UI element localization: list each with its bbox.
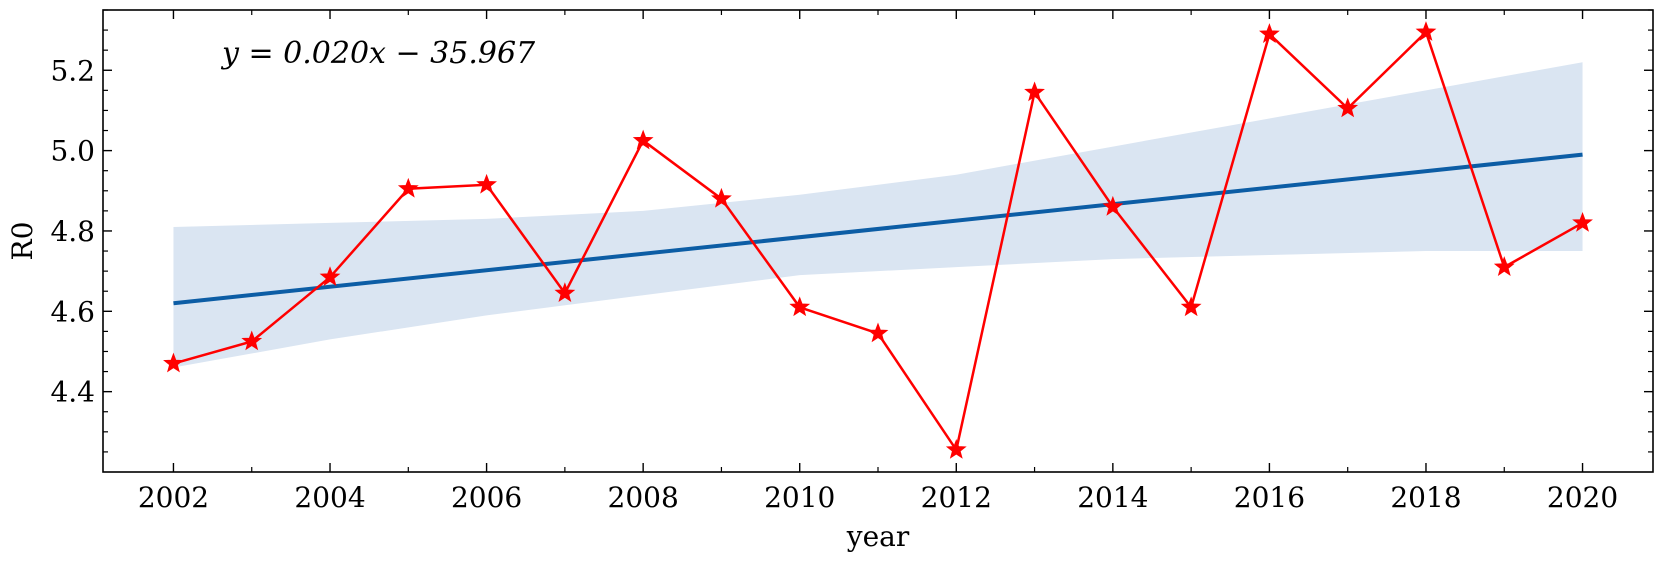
confidence-band-layer — [173, 62, 1583, 368]
y-tick-label: 4.8 — [50, 215, 95, 248]
data-point — [1337, 97, 1359, 118]
x-tick-label: 2014 — [1077, 481, 1148, 514]
plot-frame — [102, 9, 1654, 473]
ticks-layer: 2002 2004 2006 2008 2010 2012 2014 2016 2018 2020… — [50, 9, 1653, 514]
data-point — [1024, 81, 1045, 102]
x-tick-label: 2002 — [138, 481, 209, 514]
data-point — [867, 322, 889, 343]
regression-equation: y = 0.020x − 35.967 — [220, 36, 536, 71]
data-point — [554, 282, 576, 303]
y-tick-label: 5.0 — [50, 135, 95, 168]
data-marker-layer — [163, 21, 1593, 459]
y-tick-label: 4.6 — [50, 295, 95, 328]
x-tick-label: 2018 — [1390, 481, 1461, 514]
data-point — [789, 296, 811, 317]
x-axis-label: year — [846, 520, 910, 553]
data-point — [1415, 21, 1437, 41]
regression-layer — [173, 152, 1583, 306]
y-tick-label: 5.2 — [50, 54, 95, 87]
y-axis-label: R0 — [6, 222, 39, 261]
data-point — [711, 187, 732, 208]
x-tick-label: 2004 — [294, 481, 365, 514]
x-tick-label: 2012 — [921, 481, 992, 514]
data-point — [1572, 211, 1593, 232]
data-point — [319, 266, 341, 286]
x-tick-label: 2010 — [764, 481, 835, 514]
x-tick-label: 2016 — [1234, 481, 1305, 514]
data-point — [1180, 296, 1202, 317]
x-tick-label: 2008 — [608, 481, 679, 514]
data-point — [1259, 23, 1280, 43]
data-point — [945, 438, 967, 459]
x-tick-label: 2020 — [1547, 481, 1618, 514]
data-point — [397, 177, 419, 198]
data-point — [1493, 256, 1515, 276]
regression-line — [173, 152, 1583, 306]
data-point — [163, 352, 184, 373]
y-tick-label: 4.4 — [50, 376, 95, 409]
data-point — [1102, 195, 1124, 216]
confidence-band — [173, 62, 1583, 368]
data-point — [241, 330, 263, 351]
x-tick-label: 2006 — [451, 481, 522, 514]
data-point — [632, 129, 654, 150]
data-point — [476, 173, 497, 194]
